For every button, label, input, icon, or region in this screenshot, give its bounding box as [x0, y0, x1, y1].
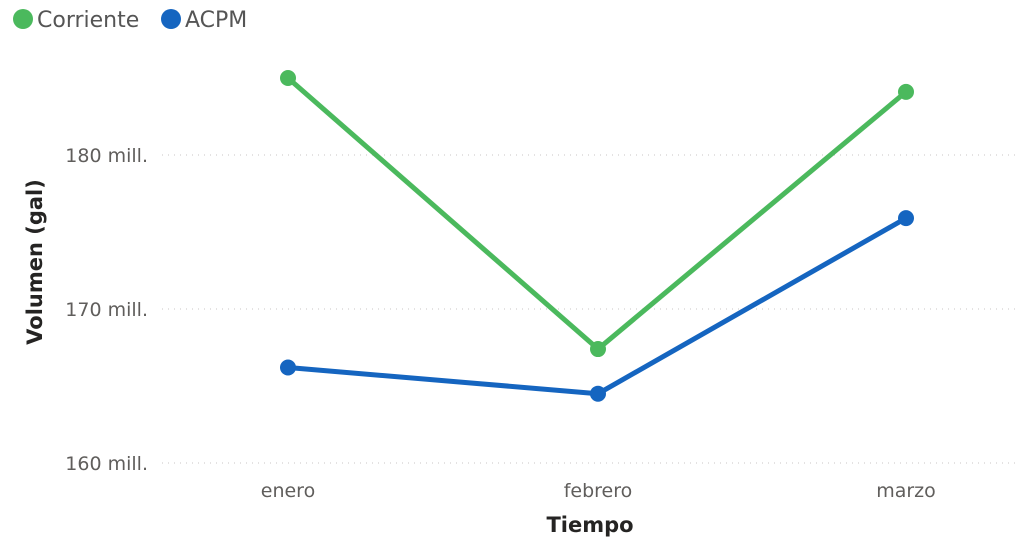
- x-tick-label: febrero: [564, 480, 633, 502]
- data-point-corriente[interactable]: [590, 341, 606, 358]
- legend-item-acpm[interactable]: ACPM: [161, 8, 247, 33]
- series-corriente: [280, 70, 914, 358]
- legend-label-corriente: Corriente: [37, 8, 139, 33]
- x-axis-title: Tiempo: [546, 513, 633, 537]
- y-tick-label: 170 mill.: [65, 299, 148, 321]
- legend-item-corriente[interactable]: Corriente: [13, 8, 139, 33]
- legend-marker-corriente: [13, 9, 33, 29]
- y-axis-title: Volumen (gal): [23, 179, 47, 345]
- y-axis-ticks: 160 mill. 170 mill. 180 mill.: [65, 145, 148, 475]
- legend: Corriente ACPM: [13, 8, 247, 33]
- x-tick-label: enero: [261, 480, 315, 502]
- series-line-acpm: [285, 215, 909, 397]
- data-point-acpm[interactable]: [898, 210, 914, 227]
- data-point-corriente[interactable]: [280, 70, 296, 86]
- y-tick-label: 180 mill.: [65, 145, 148, 167]
- x-tick-label: marzo: [876, 480, 936, 502]
- legend-label-acpm: ACPM: [185, 8, 247, 33]
- series-line-corriente: [285, 75, 909, 352]
- gridlines: [162, 154, 1020, 464]
- series-acpm: [280, 210, 914, 402]
- x-axis-ticks: enero febrero marzo: [261, 480, 936, 502]
- y-tick-label: 160 mill.: [65, 453, 148, 475]
- data-point-corriente[interactable]: [898, 83, 914, 100]
- data-point-acpm[interactable]: [280, 359, 296, 376]
- data-point-acpm[interactable]: [590, 385, 606, 402]
- legend-marker-acpm: [161, 9, 181, 29]
- series-layer: [280, 70, 914, 402]
